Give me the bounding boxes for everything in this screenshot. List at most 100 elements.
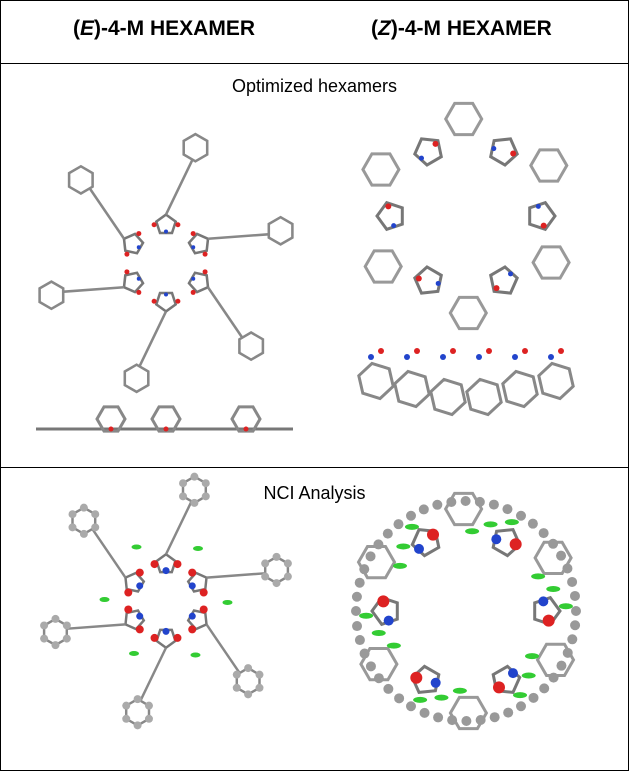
atom [163,426,169,432]
atom [542,614,555,627]
ring [357,361,395,401]
row-label: NCI Analysis [263,483,366,503]
atom [173,560,182,569]
nci-surface [546,585,561,592]
atom [510,150,517,157]
header-row: (E)-4-M HEXAMER (Z)-4-M HEXAMER [1,1,628,64]
atom [144,701,153,710]
atom [414,348,420,354]
ring [393,369,431,409]
bond [139,647,168,701]
atom [191,276,196,281]
atom [151,222,157,228]
ring [123,363,150,394]
nci-surface [404,523,419,530]
atom [365,551,376,562]
atom [124,588,133,597]
atom [136,231,142,237]
ring [448,295,489,331]
atom [144,714,153,723]
text: )-4-M HEXAMER [94,17,256,40]
atom [351,591,362,602]
text: )-4-M HEXAMER [390,17,552,40]
atom [476,354,482,360]
nci-surface [392,562,407,569]
bond [67,623,126,630]
atom [244,690,253,699]
atom [359,564,370,575]
bond [88,188,126,240]
nci-surface [558,603,573,610]
atom [492,681,505,694]
ring [533,540,573,575]
atom [283,559,292,568]
atom [135,625,144,634]
atom [175,298,181,304]
atom [124,269,130,275]
bond [138,310,168,367]
nci-surface [483,521,498,528]
atom [527,518,538,529]
atom [433,712,444,723]
atom [124,251,130,257]
ring [501,369,539,409]
atom [435,280,441,286]
ring [535,642,576,677]
atom [136,245,141,250]
atom [562,563,573,574]
atom [502,504,513,515]
bond [206,572,265,579]
atom [188,625,197,634]
atom [432,140,439,147]
atom [352,621,363,632]
atom [232,683,241,692]
atom [556,660,567,671]
atom [91,510,100,519]
atom [91,523,100,532]
atom [486,348,492,354]
column-title: (Z)-4-M HEXAMER [371,17,552,41]
atom [201,492,210,501]
atom [188,582,196,590]
atom [570,620,581,631]
atom [190,289,196,295]
atom [394,693,405,704]
atom [418,504,429,515]
atom [377,595,390,608]
atom [136,582,144,590]
atom [474,496,485,507]
atom [382,528,393,539]
ring [122,232,145,255]
atom [136,276,141,281]
atom [383,615,394,626]
ring [122,271,145,294]
atom [491,146,497,152]
atom [175,222,181,228]
ring [363,249,403,284]
nci-surface [513,692,528,699]
atom [202,269,208,275]
atom [68,510,77,519]
atom [188,568,197,577]
ring [375,200,404,232]
ring [465,377,503,417]
ring [529,148,569,183]
nci-surface [531,573,546,580]
ring [182,132,209,163]
atom [272,552,281,561]
atom [558,348,564,354]
atom [493,285,500,292]
nci-surface [413,696,428,703]
nci-surface [396,543,411,550]
ring [150,405,182,433]
nci-surface [465,528,480,535]
atom [51,641,60,650]
nci-surface [192,545,203,551]
atom [51,614,60,623]
ring [443,101,484,137]
atom [244,664,253,673]
atom [354,577,365,588]
atom [150,560,159,569]
nci-surface [434,694,449,701]
atom [190,472,199,481]
